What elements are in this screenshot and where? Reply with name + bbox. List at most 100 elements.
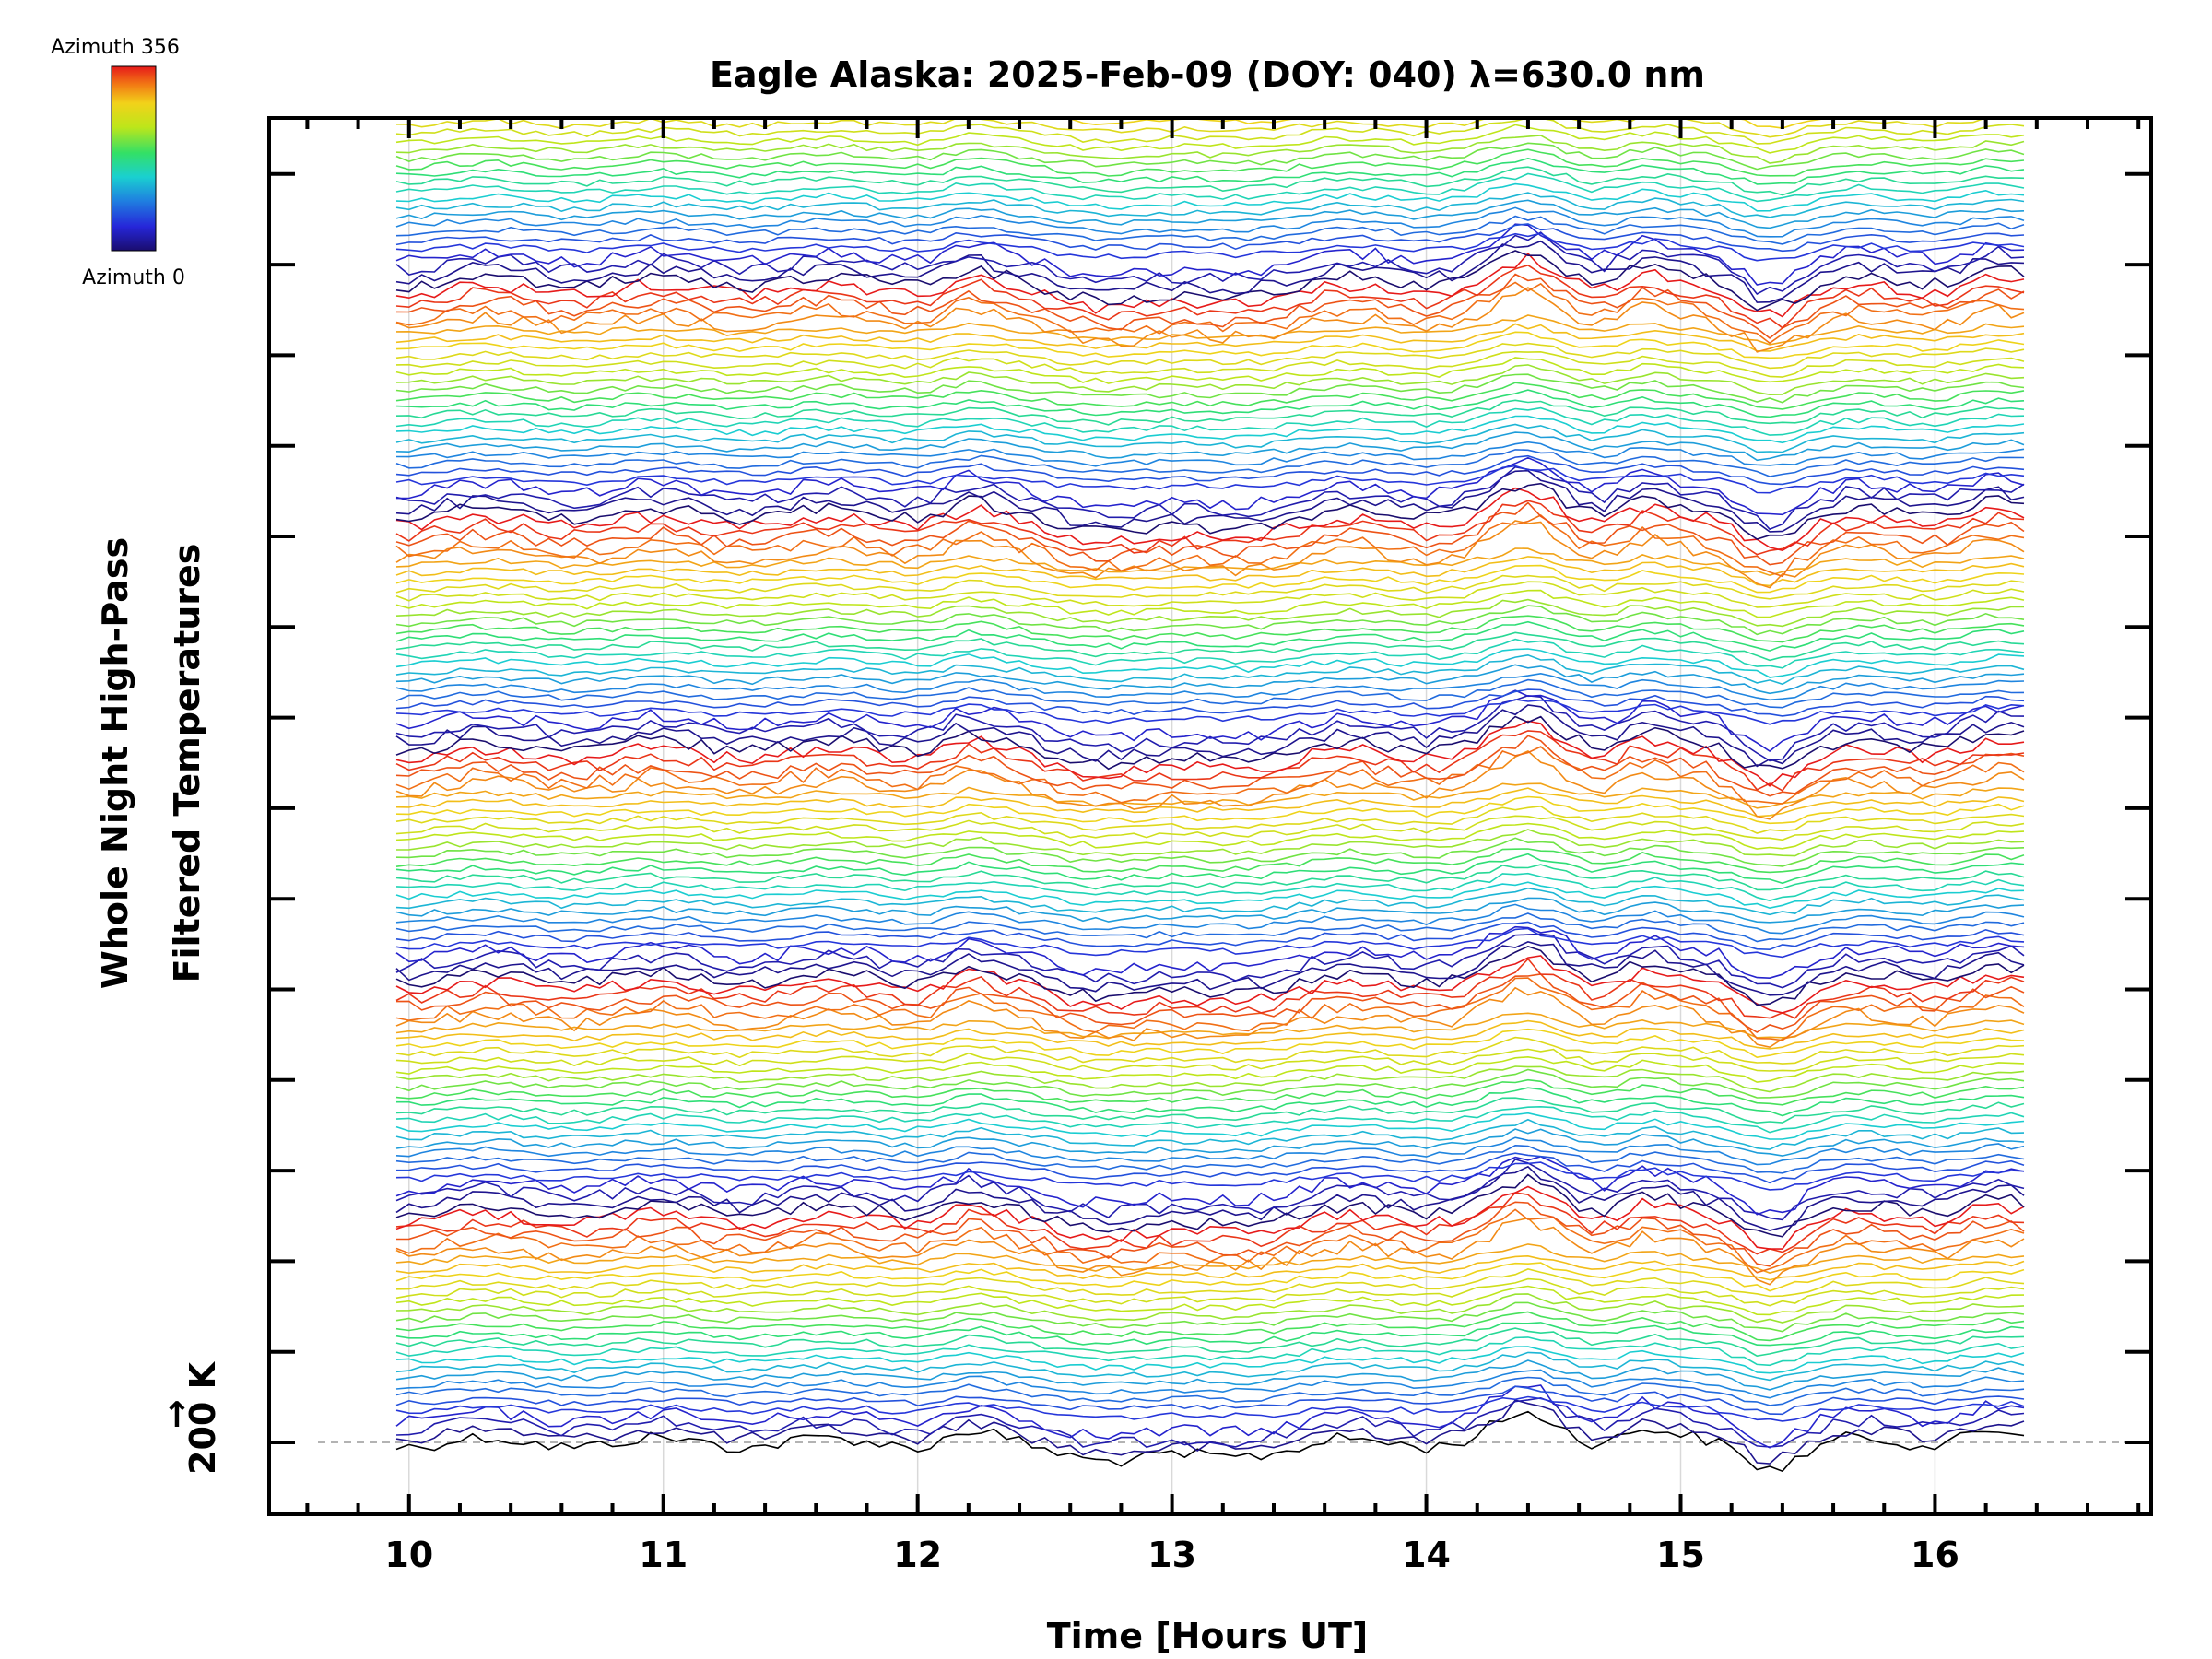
- trace-37: [395, 1118, 2025, 1150]
- trace-62: [395, 912, 2025, 943]
- trace-79: [395, 750, 2025, 820]
- trace-33: [395, 1152, 2025, 1184]
- chart-title: Eagle Alaska: 2025-Feb-09 (DOY: 040) λ=6…: [710, 54, 1705, 95]
- trace-71: [395, 837, 2025, 867]
- trace-116: [395, 465, 2025, 494]
- trace-115: [395, 456, 2025, 516]
- trace-60: [395, 927, 2025, 959]
- trace-125: [395, 389, 2025, 418]
- x-axis-tick-labels: 10 11 12 13 14 15 16: [384, 1535, 1959, 1575]
- trace-41: [396, 1087, 2025, 1117]
- trace-124: [395, 399, 2025, 426]
- trace-72: [395, 829, 2025, 857]
- trace-93: [395, 653, 2025, 686]
- trace-43: [395, 1068, 2025, 1099]
- trace-152: [395, 166, 2025, 196]
- trace-95: [395, 638, 2025, 669]
- trace-14: [395, 1311, 2025, 1342]
- x-axis-label: Time [Hours UT]: [1047, 1616, 1369, 1656]
- trace-131: [395, 342, 2025, 370]
- trace-140: [395, 250, 2025, 312]
- trace-118: [395, 449, 2025, 477]
- trace-157: [395, 124, 2025, 154]
- trace-123: [395, 406, 2025, 436]
- trace-129: [395, 357, 2025, 384]
- trace-146: [395, 215, 2025, 245]
- trace-66: [395, 881, 2025, 910]
- x-tick-label-16: 16: [1911, 1535, 1959, 1575]
- trace-36: [395, 1128, 2025, 1157]
- trace-151: [395, 172, 2025, 203]
- trace-113: [395, 469, 2025, 533]
- trace-94: [395, 648, 2025, 678]
- trace-21: [395, 1254, 2025, 1281]
- trace-111: [395, 487, 2025, 552]
- x-tick-label-11: 11: [639, 1535, 688, 1575]
- trace-65: [395, 887, 2025, 916]
- trace-26: [395, 1192, 2025, 1255]
- trace-82: [395, 730, 2025, 792]
- trace-141: [395, 240, 2025, 303]
- trace-103: [395, 574, 2025, 600]
- trace-107: [395, 520, 2025, 589]
- trace-10: [395, 1346, 2025, 1374]
- trace-4: [395, 1395, 2025, 1422]
- x-tick-label-13: 13: [1147, 1535, 1196, 1575]
- y-axis-label-line2: Filtered Temperatures: [167, 544, 207, 983]
- trace-78: [395, 782, 2025, 809]
- x-tick-label-12: 12: [893, 1535, 942, 1575]
- y-scale-label: 200 K: [182, 1360, 223, 1475]
- trace-161: [1108, 118, 1776, 120]
- trace-47: [395, 1036, 2025, 1065]
- trace-63: [395, 903, 2025, 935]
- trace-99: [395, 605, 2025, 636]
- trace-32: [395, 1161, 2025, 1191]
- trace-83: [395, 720, 2025, 787]
- trace-49: [395, 1019, 2025, 1050]
- trace-70: [395, 848, 2025, 874]
- trace-75: [395, 805, 2025, 834]
- trace-58: [395, 933, 2025, 989]
- trace-85: [395, 704, 2025, 768]
- trace-7: [395, 1369, 2025, 1399]
- trace-80: [395, 746, 2025, 805]
- trace-90: [395, 678, 2025, 709]
- colorbar-bottom-label: Azimuth 0: [82, 266, 185, 289]
- trace-42: [395, 1078, 2025, 1106]
- trace-126: [395, 382, 2025, 410]
- trace-133: [395, 323, 2025, 352]
- trace-69: [395, 853, 2025, 885]
- trace-130: [395, 350, 2025, 378]
- trace-48: [395, 1028, 2025, 1059]
- trace-138: [395, 264, 2025, 329]
- trace-137: [395, 273, 2025, 339]
- trace-153: [395, 157, 2025, 185]
- trace-128: [395, 364, 2025, 396]
- x-tick-label-14: 14: [1402, 1535, 1451, 1575]
- trace-145: [395, 223, 2025, 253]
- trace-28: [395, 1173, 2025, 1238]
- y-axis-label-line1: Whole Night High-Pass: [95, 537, 135, 989]
- trace-119: [395, 441, 2025, 467]
- trace-96: [395, 631, 2025, 662]
- y-axis-label: Whole Night High-Pass Filtered Temperatu…: [95, 537, 207, 989]
- trace-150: [395, 182, 2025, 212]
- trace-114: [395, 465, 2025, 531]
- trace-2: [395, 1396, 2025, 1449]
- trace-149: [395, 192, 2025, 218]
- trace-19: [395, 1268, 2025, 1298]
- trace-148: [395, 199, 2025, 229]
- trace-30: [395, 1158, 2025, 1221]
- trace-76: [395, 795, 2025, 825]
- trace-17: [395, 1285, 2025, 1316]
- trace-57: [395, 941, 2025, 996]
- temperature-traces: [395, 118, 2025, 1473]
- trace-55: [395, 955, 2025, 1014]
- trace-108: [395, 514, 2025, 578]
- trace-61: [395, 921, 2025, 951]
- trace-27: [395, 1185, 2025, 1250]
- trace-9: [395, 1351, 2025, 1382]
- trace-22: [395, 1243, 2025, 1274]
- trace-73: [395, 822, 2025, 850]
